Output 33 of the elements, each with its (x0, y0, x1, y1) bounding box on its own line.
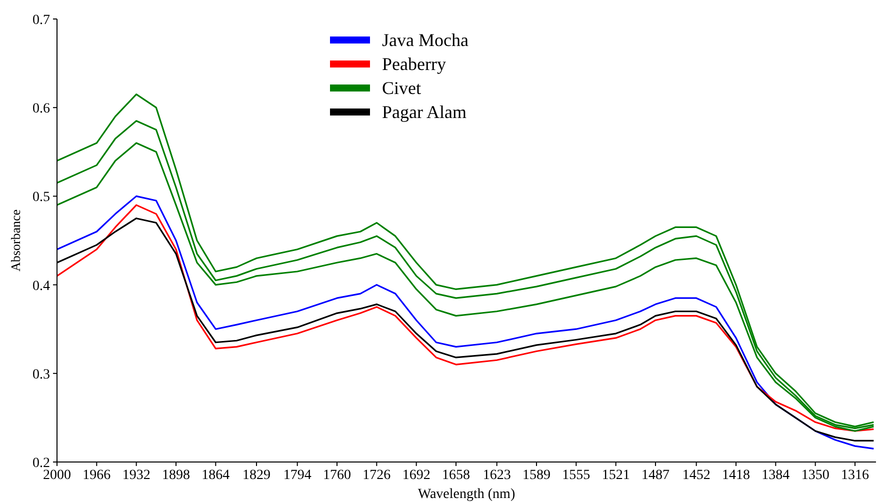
x-tick-label: 1418 (722, 468, 750, 483)
y-tick-label: 0.6 (32, 102, 50, 117)
x-tick-label: 1760 (323, 468, 351, 483)
x-tick-label: 1521 (602, 468, 630, 483)
x-tick-label: 1932 (122, 468, 150, 483)
x-tick-label: 1555 (562, 468, 590, 483)
legend-label: Java Mocha (382, 30, 468, 50)
legend-label: Pagar Alam (382, 102, 466, 122)
legend-label: Peaberry (382, 54, 446, 74)
x-tick-label: 2000 (43, 468, 71, 483)
x-tick-label: 1898 (162, 468, 190, 483)
y-tick-label: 0.5 (32, 190, 50, 206)
x-tick-label: 1350 (801, 468, 830, 483)
x-tick-label: 1726 (362, 468, 391, 483)
y-tick-label: 0.4 (32, 278, 50, 294)
x-tick-label: 1384 (762, 468, 790, 483)
x-tick-label: 1452 (682, 468, 710, 483)
x-axis-title: Wavelength (nm) (418, 487, 516, 502)
legend-label: Civet (382, 78, 421, 98)
x-tick-label: 1658 (442, 468, 470, 483)
x-tick-label: 1966 (82, 468, 111, 483)
y-tick-label: 0.3 (32, 367, 50, 382)
y-tick-label: 0.7 (32, 13, 50, 28)
x-tick-label: 1864 (202, 468, 230, 483)
x-tick-label: 1589 (522, 468, 550, 483)
x-tick-label: 1794 (283, 468, 312, 483)
x-tick-label: 1692 (402, 468, 430, 483)
x-tick-label: 1829 (242, 468, 270, 483)
x-tick-label: 1487 (642, 468, 670, 483)
x-tick-label: 1316 (841, 468, 869, 483)
y-tick-label: 0.2 (32, 456, 50, 471)
x-tick-label: 1623 (482, 468, 511, 483)
y-axis-title: Absorbance (8, 209, 23, 272)
